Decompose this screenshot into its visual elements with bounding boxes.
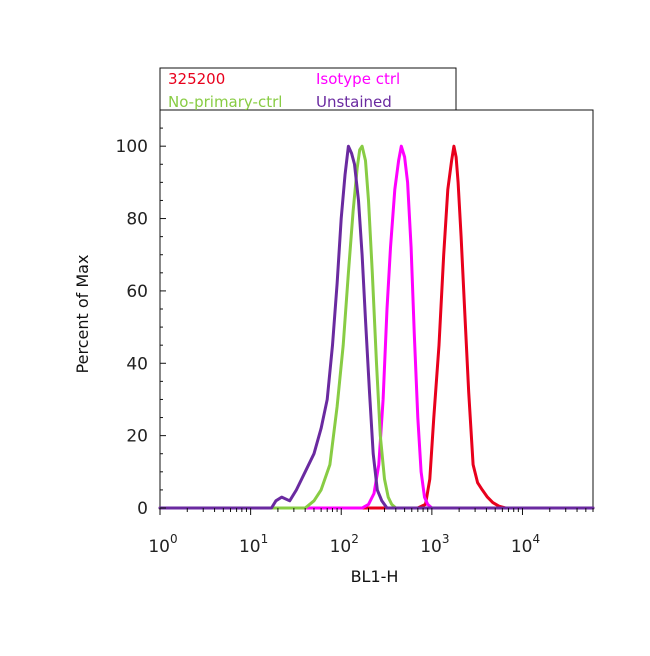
x-tick-label: 104: [511, 532, 540, 557]
legend-entry: No-primary-ctrl: [168, 93, 282, 111]
y-tick-label: 80: [126, 210, 148, 230]
y-axis-title: Percent of Max: [73, 255, 92, 374]
y-tick-label: 100: [116, 137, 148, 157]
y-tick-label: 0: [137, 499, 148, 519]
plot-frame: [159, 109, 594, 509]
y-tick-label: 60: [126, 282, 148, 302]
x-tick-label: 101: [239, 532, 268, 557]
series-line-isotype-ctrl: [158, 144, 595, 510]
y-tick-label: 40: [126, 354, 148, 374]
legend-entry: Isotype ctrl: [316, 70, 400, 88]
legend-entry: 325200: [168, 70, 225, 88]
y-tick-label: 20: [126, 427, 148, 447]
x-tick-label: 102: [330, 532, 359, 557]
x-tick-label: 103: [420, 532, 449, 557]
x-tick-label: 100: [148, 532, 177, 557]
series-line-no-primary-ctrl: [158, 144, 595, 510]
legend-box: [159, 67, 457, 111]
x-axis-title: BL1-H: [351, 567, 399, 586]
series-line-unstained: [158, 144, 595, 510]
series-line-325200: [158, 144, 595, 510]
legend-entry: Unstained: [316, 93, 392, 111]
